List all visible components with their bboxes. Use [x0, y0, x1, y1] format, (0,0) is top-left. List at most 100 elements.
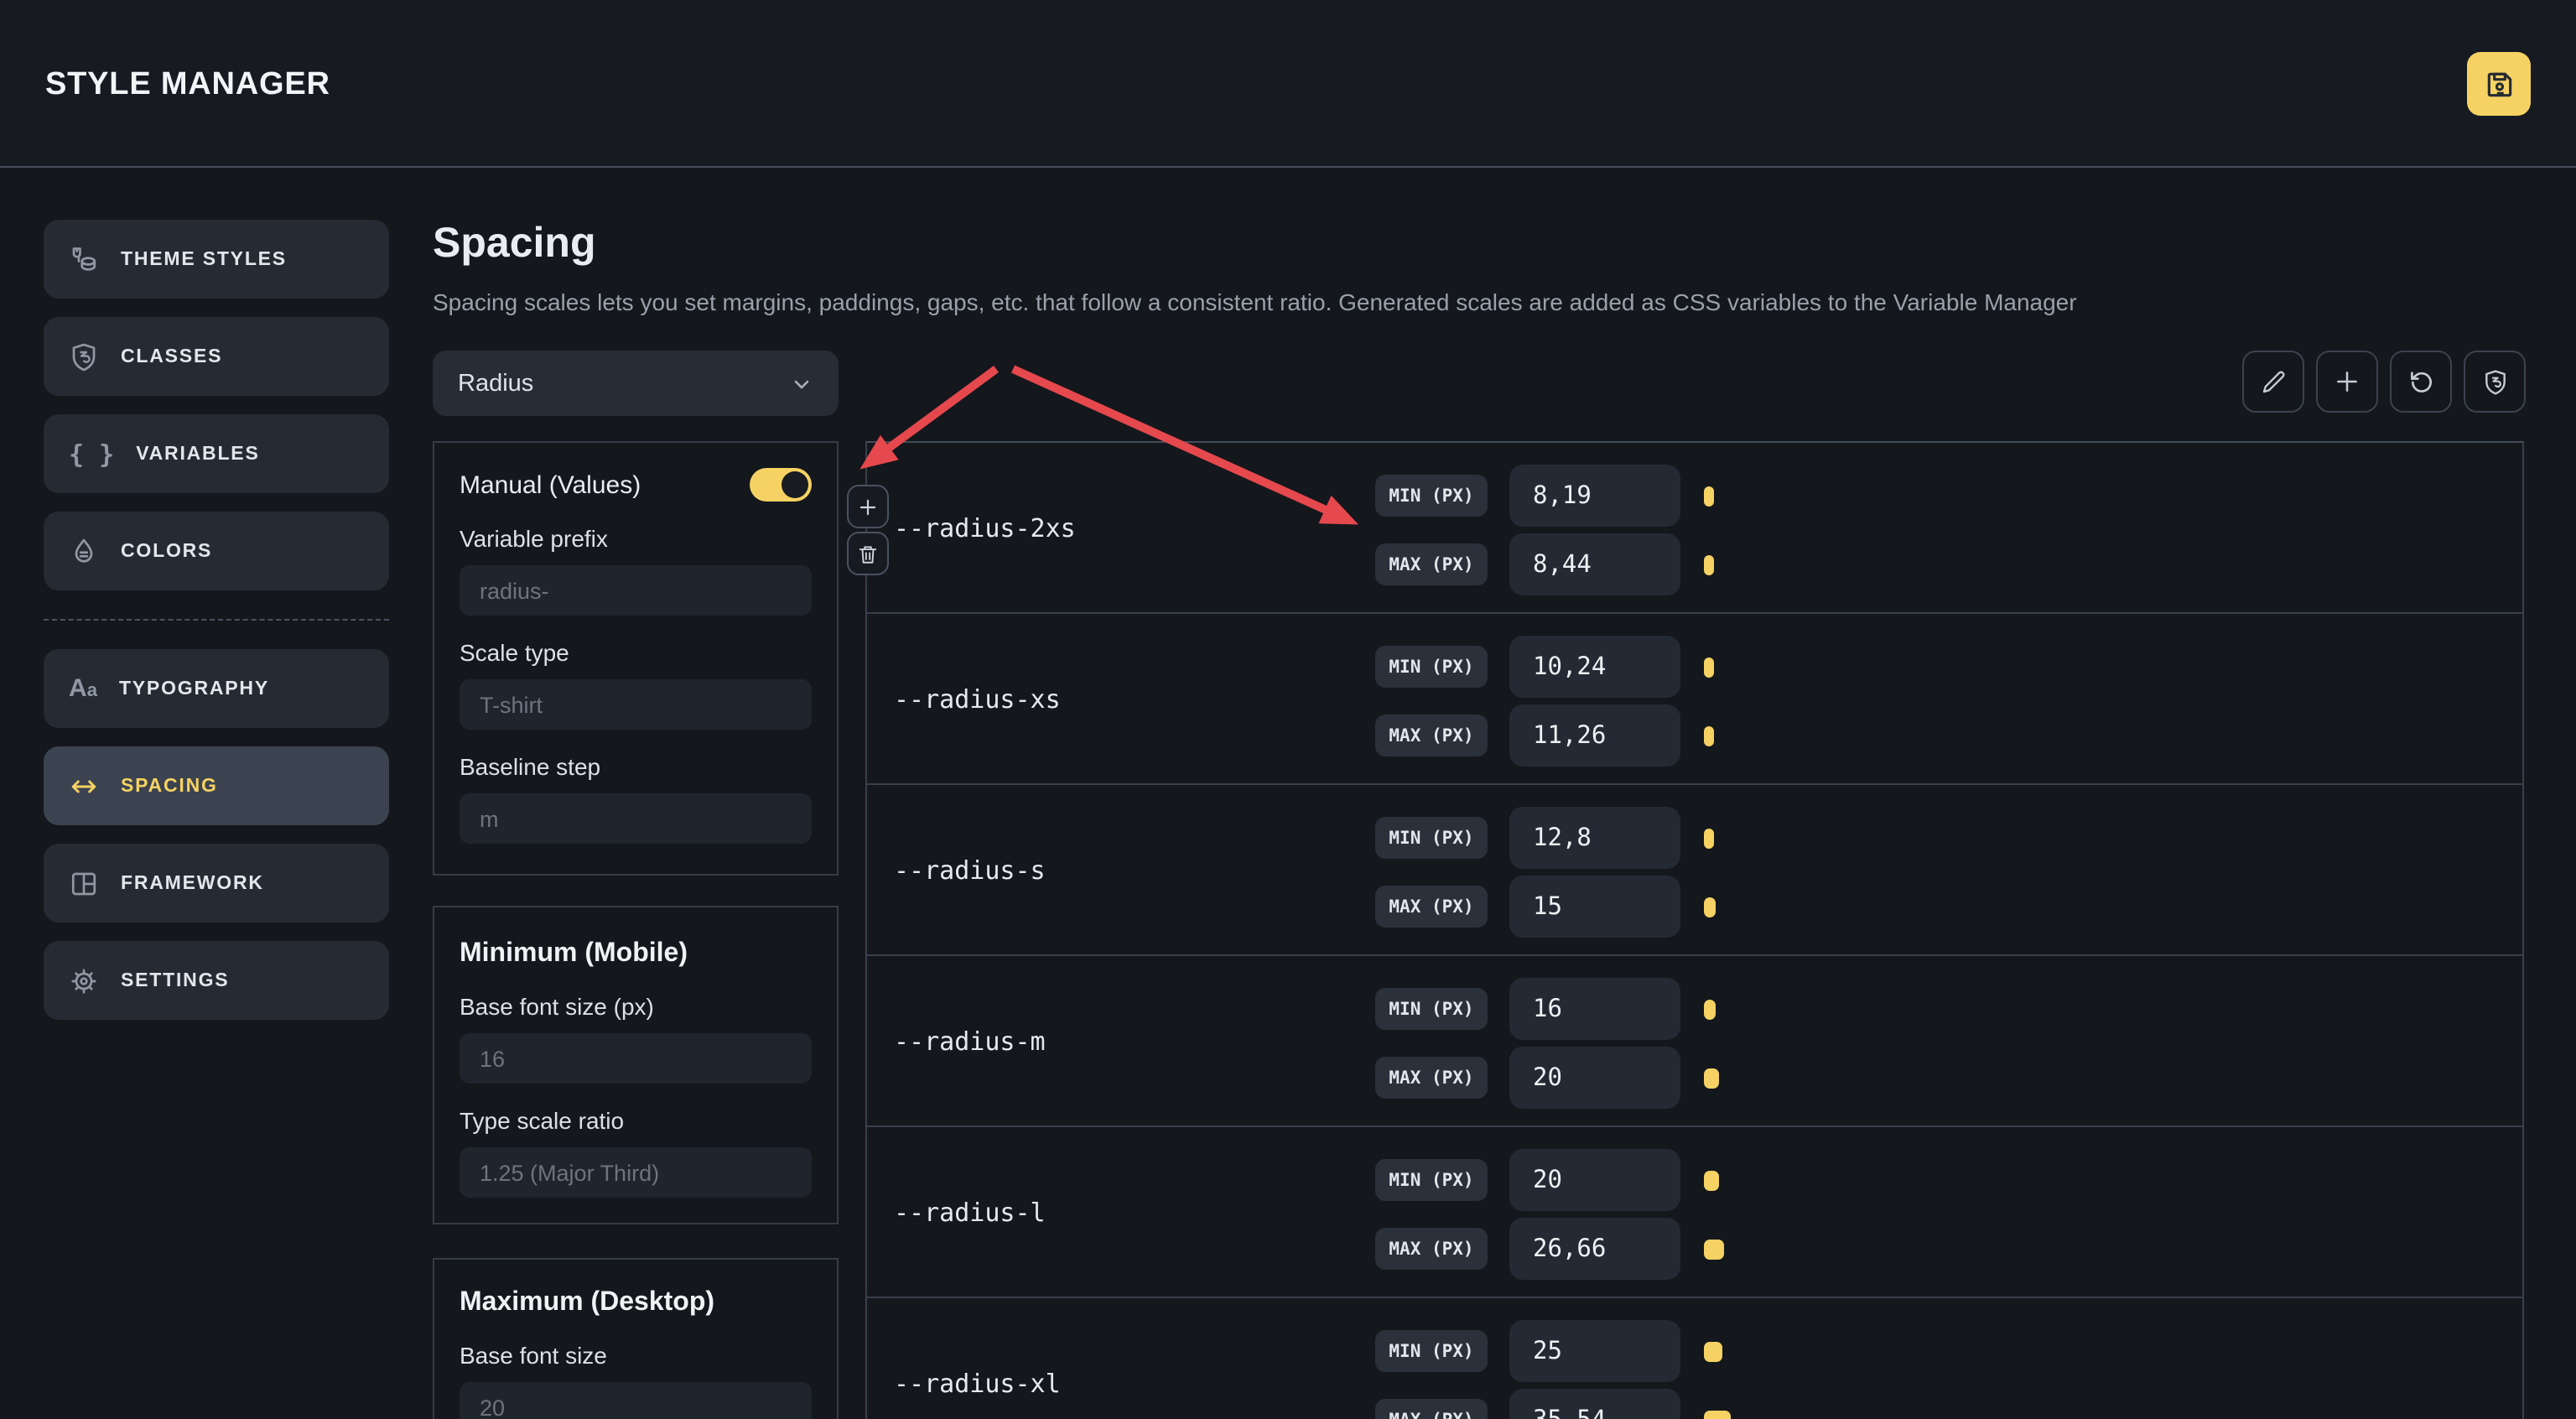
trash-icon [857, 543, 879, 564]
max-base-font-size-input[interactable] [460, 1382, 812, 1419]
max-badge: MAX (PX) [1375, 1057, 1488, 1099]
variable-name: --radius-m [894, 1026, 1046, 1056]
min-base-font-size-input[interactable] [460, 1033, 812, 1084]
edit-button[interactable] [2242, 351, 2304, 413]
droplet-icon [69, 536, 99, 566]
scale-row-radius-m: --radius-m MIN (PX) 16 MAX (PX) 20 [867, 956, 2522, 1127]
section-title: Maximum (Desktop) [460, 1288, 715, 1317]
max-value-input[interactable]: 35,54 [1509, 1389, 1680, 1419]
sidebar-item-label: TYPOGRAPHY [118, 678, 269, 699]
gear-icon [69, 965, 99, 995]
field-label: Type scale ratio [460, 1107, 625, 1134]
min-value-input[interactable]: 12,8 [1509, 807, 1680, 869]
radius-preview-swatch [1704, 897, 1716, 917]
variable-name: --radius-xs [894, 684, 1061, 714]
sidebar-item-label: VARIABLES [136, 444, 260, 464]
min-value-input[interactable]: 20 [1509, 1149, 1680, 1211]
sidebar-item-settings[interactable]: SETTINGS [44, 941, 389, 1020]
sidebar-item-spacing[interactable]: SPACING [44, 746, 389, 825]
sidebar-item-label: FRAMEWORK [121, 873, 264, 893]
scale-row-radius-2xs: --radius-2xs MIN (PX) 8,19 MAX (PX) 8,44 [867, 443, 2522, 614]
sidebar-item-colors[interactable]: COLORS [44, 512, 389, 590]
radius-preview-swatch [1704, 999, 1716, 1019]
max-value-input[interactable]: 20 [1509, 1047, 1680, 1109]
scale-select[interactable]: Radius [433, 351, 839, 416]
undo-icon [2407, 368, 2434, 395]
variable-name: --radius-l [894, 1197, 1046, 1227]
delete-row-button[interactable] [847, 532, 889, 575]
scale-row-radius-l: --radius-l MIN (PX) 20 MAX (PX) 26,66 [867, 1127, 2522, 1298]
min-value-input[interactable]: 25 [1509, 1320, 1680, 1382]
save-button[interactable] [2467, 52, 2531, 116]
plus-icon [2333, 367, 2361, 396]
sidebar-divider [44, 619, 389, 621]
sidebar-item-framework[interactable]: FRAMEWORK [44, 844, 389, 923]
section-title: Minimum (Mobile) [460, 939, 688, 968]
sidebar-item-label: THEME STYLES [121, 249, 287, 269]
max-value-input[interactable]: 26,66 [1509, 1218, 1680, 1280]
radius-preview-swatch [1704, 1410, 1731, 1419]
manual-values-toggle[interactable] [750, 468, 812, 502]
sidebar: THEME STYLES CLASSES { } VARIABLES COL [44, 220, 389, 1038]
sidebar-item-theme-styles[interactable]: THEME STYLES [44, 220, 389, 299]
sidebar-item-classes[interactable]: CLASSES [44, 317, 389, 396]
page-description: Spacing scales lets you set margins, pad… [433, 288, 2077, 315]
pencil-icon [2260, 368, 2287, 395]
reset-button[interactable] [2390, 351, 2452, 413]
min-badge: MIN (PX) [1375, 475, 1488, 517]
layout-icon [69, 868, 99, 898]
scale-row-radius-s: --radius-s MIN (PX) 12,8 MAX (PX) 15 [867, 785, 2522, 956]
min-badge: MIN (PX) [1375, 817, 1488, 859]
plus-icon [857, 496, 879, 517]
toolbar [2242, 351, 2526, 413]
variable-name: --radius-2xs [894, 512, 1076, 543]
add-row-button[interactable] [847, 485, 889, 528]
radius-preview-swatch [1704, 725, 1714, 746]
sidebar-item-label: SPACING [121, 776, 218, 796]
css-export-button[interactable] [2464, 351, 2526, 413]
field-label: Scale type [460, 639, 569, 666]
radius-preview-swatch [1704, 1170, 1719, 1190]
braces-icon: { } [69, 439, 115, 469]
min-type-scale-ratio-input[interactable] [460, 1147, 812, 1198]
min-value-input[interactable]: 8,19 [1509, 465, 1680, 527]
min-value-input[interactable]: 16 [1509, 978, 1680, 1040]
radius-preview-swatch [1704, 1341, 1723, 1361]
maximum-desktop-panel: Maximum (Desktop) Base font size Type sc… [433, 1258, 839, 1419]
radius-preview-swatch [1704, 1068, 1719, 1088]
app-title: STYLE MANAGER [45, 67, 330, 102]
radius-preview-swatch [1704, 1239, 1724, 1259]
min-badge: MIN (PX) [1375, 646, 1488, 688]
max-badge: MAX (PX) [1375, 543, 1488, 585]
sidebar-item-label: SETTINGS [121, 970, 230, 990]
radius-preview-swatch [1704, 554, 1714, 574]
scale-select-value: Radius [458, 370, 534, 397]
min-value-input[interactable]: 10,24 [1509, 636, 1680, 698]
baseline-step-input[interactable] [460, 793, 812, 844]
max-badge: MAX (PX) [1375, 715, 1488, 756]
max-badge: MAX (PX) [1375, 886, 1488, 928]
max-value-input[interactable]: 8,44 [1509, 533, 1680, 595]
css-shield-icon [2481, 368, 2508, 395]
variable-name: --radius-s [894, 855, 1046, 885]
max-value-input[interactable]: 11,26 [1509, 704, 1680, 767]
scale-type-input[interactable] [460, 679, 812, 730]
variable-prefix-input[interactable] [460, 565, 812, 616]
sidebar-item-variables[interactable]: { } VARIABLES [44, 414, 389, 493]
field-label: Baseline step [460, 753, 601, 780]
max-badge: MAX (PX) [1375, 1399, 1488, 1419]
sidebar-item-typography[interactable]: Aa TYPOGRAPHY [44, 649, 389, 728]
manual-values-label: Manual (Values) [460, 470, 641, 499]
min-badge: MIN (PX) [1375, 1330, 1488, 1372]
arrow-to-manual-toggle [860, 365, 999, 470]
sidebar-item-label: CLASSES [121, 346, 223, 366]
typography-icon: Aa [69, 674, 97, 703]
radius-preview-swatch [1704, 828, 1714, 848]
max-value-input[interactable]: 15 [1509, 876, 1680, 938]
css-shield-icon [69, 341, 99, 372]
chevron-down-icon [790, 372, 813, 395]
min-badge: MIN (PX) [1375, 1159, 1488, 1201]
add-button[interactable] [2316, 351, 2378, 413]
scale-settings-panel: Manual (Values) Variable prefix Scale ty… [433, 441, 839, 876]
